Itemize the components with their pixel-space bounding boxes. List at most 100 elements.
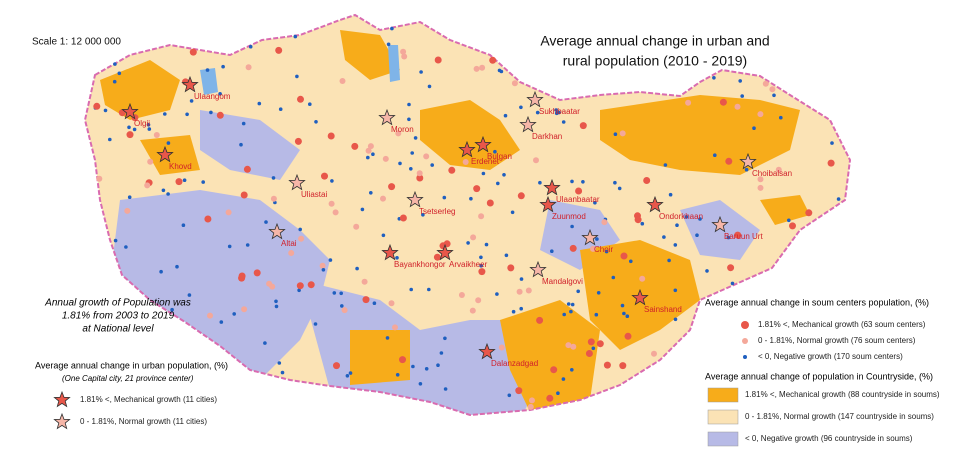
legend-swatch [707,431,739,447]
soum-dot [579,122,587,130]
soum-dot [561,377,566,381]
legend-item: 1.81% <, Mechanical growth (11 cities) [80,395,217,404]
soum-dot [113,62,117,66]
soum-dot [667,258,671,263]
city-star [268,222,286,240]
city-star [543,178,561,196]
soum-dot [433,253,441,261]
city-label: Sainshand [644,305,682,314]
soum-dot [757,111,764,118]
soum-dot [593,200,597,205]
soum-dot [752,126,756,130]
soum-dot [416,174,424,182]
legend-star [53,412,71,430]
soum-dot [481,171,486,176]
soum-dot [280,370,285,375]
city-star [381,243,399,261]
legend-item: 1.81% <, Mechanical growth (88 countrysi… [745,390,940,399]
soum-dot [410,151,415,155]
soum-dot [436,363,440,368]
soum-dot [241,306,248,313]
note: at National level [82,324,154,335]
legend-item: 0 - 1.81%, Normal growth (147 countrysid… [745,412,934,421]
soum-dot [219,320,224,324]
soum-dot [473,185,481,193]
soum-dot [395,373,400,377]
legend-subtitle: (One Capital city, 21 province center) [62,374,194,383]
soum-dot [757,184,764,191]
legend-item: 1.81% <, Mechanical growth (63 soum cent… [758,320,926,329]
soum-dot [569,244,577,252]
soum-dot [805,209,813,217]
soum-dot [400,48,407,55]
soum-dot [361,278,368,285]
mechanical-region [500,300,600,412]
soum-dot [550,366,558,374]
city-star [406,190,424,208]
soum-dot [478,213,485,220]
soum-dot [622,311,626,316]
mechanical-region [350,330,410,385]
soum-dot [587,338,595,346]
soum-dot [673,288,678,293]
soum-dot [570,224,574,229]
soum-dot [351,142,359,150]
soum-dot [294,137,302,145]
soum-dot [382,155,389,162]
soum-dot [166,192,170,196]
soum-dot [643,177,651,184]
soum-dot [189,48,197,56]
soum-dot [163,112,167,116]
soum-dot [355,266,359,271]
lake [388,45,400,82]
soum-dot [596,291,601,295]
soum-dot [569,309,573,314]
soum-dot [619,362,627,370]
soum-dot [166,141,171,145]
city-star [581,228,599,246]
soum-dot [479,263,484,268]
soum-dot [575,187,583,195]
soum-dot [225,209,232,216]
soum-dot [489,56,497,64]
city-label: Dalanzadgad [491,359,538,368]
legend-item: 0 - 1.81%, Normal growth (76 soum center… [758,336,916,345]
soum-dot [204,215,212,223]
soum-dot [263,341,267,345]
soum-dot [561,120,566,124]
soum-dot [243,165,251,173]
soum-dot [360,207,365,212]
soum-dot [175,178,183,186]
soum-dot [726,235,731,240]
soum-dot [398,161,402,166]
city-star [539,195,557,213]
soum-dot [538,180,542,185]
soum-dot [293,34,298,39]
legend-box [700,368,955,456]
soum-dot [830,141,834,145]
soum-dot [576,289,580,294]
soum-dot [469,307,476,314]
soum-dot [257,101,262,106]
soum-dot [738,79,742,83]
soum-dot [245,64,252,71]
soum-dot [409,287,414,292]
soum-dot [419,70,423,74]
soum-dot [348,371,353,375]
city-label: Khovd [169,162,192,171]
soum-dot [371,152,375,156]
soum-dot [535,110,540,115]
city-star [478,342,496,360]
city-label: Baruun Urt [724,232,763,241]
soum-dot [298,235,305,242]
soum-dot [241,121,246,126]
soum-dot [96,175,103,182]
soum-dot [339,78,346,84]
soum-dot [639,275,646,282]
city-star [474,135,492,153]
soum-dot [392,324,398,331]
soum-dot [297,95,304,103]
soum-dot [554,108,558,112]
soum-dot [705,269,709,273]
